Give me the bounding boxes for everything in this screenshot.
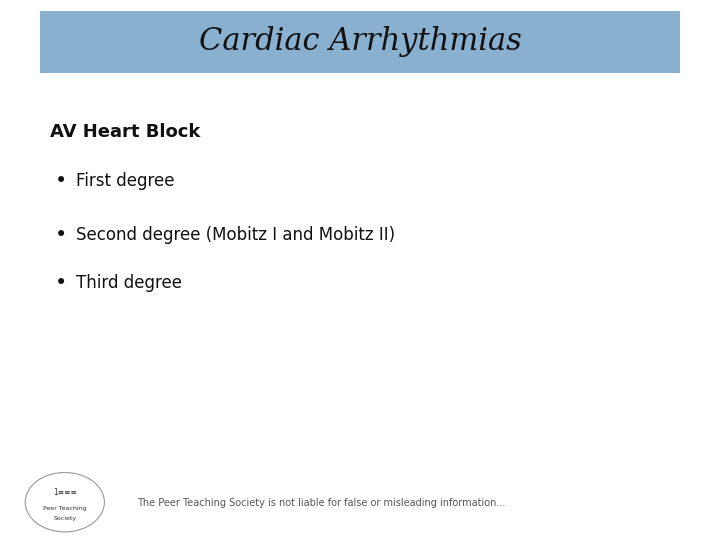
Text: First degree: First degree — [76, 172, 174, 190]
Text: •: • — [55, 273, 68, 294]
Text: AV Heart Block: AV Heart Block — [50, 123, 201, 141]
Text: Peer Teaching: Peer Teaching — [43, 506, 86, 511]
Text: •: • — [55, 171, 68, 191]
FancyBboxPatch shape — [40, 11, 680, 73]
Text: 1≡≡≡: 1≡≡≡ — [53, 488, 77, 497]
Text: Second degree (Mobitz I and Mobitz II): Second degree (Mobitz I and Mobitz II) — [76, 226, 395, 244]
Text: Cardiac Arrhythmias: Cardiac Arrhythmias — [199, 26, 521, 57]
Text: Society: Society — [53, 516, 76, 521]
Text: The Peer Teaching Society is not liable for false or misleading information...: The Peer Teaching Society is not liable … — [137, 498, 505, 508]
Text: •: • — [55, 225, 68, 245]
Text: Third degree: Third degree — [76, 274, 181, 293]
